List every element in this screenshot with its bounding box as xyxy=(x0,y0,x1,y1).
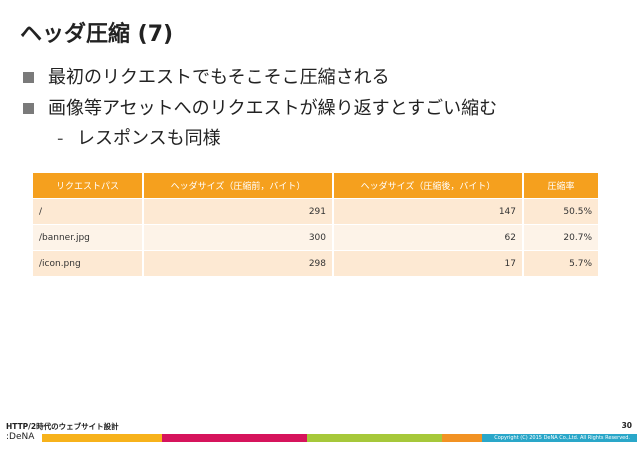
copyright-text: Copyright (C) 2015 DeNA Co.,Ltd. All Rig… xyxy=(494,435,630,441)
square-bullet-icon xyxy=(23,103,34,114)
stripe-segment xyxy=(162,434,307,442)
column-header: ヘッダサイズ（圧縮前，バイト） xyxy=(143,173,334,199)
size-before-cell: 291 xyxy=(143,198,334,225)
column-header: 圧縮率 xyxy=(523,173,598,199)
size-after-cell: 62 xyxy=(333,224,524,251)
sub-bullet-text: レスポンスも同様 xyxy=(77,128,221,149)
size-after-cell: 147 xyxy=(333,198,524,225)
bullet-list: 最初のリクエストでもそこそこ圧縮される 画像等アセットへのリクエストが繰り返すと… xyxy=(20,62,497,154)
request-path-cell: /banner.jpg xyxy=(33,224,144,251)
column-header: ヘッダサイズ（圧縮後，バイト） xyxy=(333,173,524,199)
table-row: / 291 147 50.5% xyxy=(33,198,598,225)
size-before-cell: 300 xyxy=(143,224,334,251)
compression-table: リクエストパス ヘッダサイズ（圧縮前，バイト） ヘッダサイズ（圧縮後，バイト） … xyxy=(33,173,598,276)
size-before-cell: 298 xyxy=(143,250,334,276)
ratio-cell: 5.7% xyxy=(523,250,598,276)
stripe-segment xyxy=(42,434,162,442)
column-header: リクエストパス xyxy=(33,173,144,199)
request-path-cell: / xyxy=(33,198,144,225)
bullet-item-1: 最初のリクエストでもそこそこ圧縮される xyxy=(20,62,497,93)
request-path-cell: /icon.png xyxy=(33,250,144,276)
size-after-cell: 17 xyxy=(333,250,524,276)
footer-title: HTTP/2時代のウェブサイト設計 xyxy=(6,422,119,431)
footer-color-stripe xyxy=(42,434,637,442)
sub-bullet-item: - レスポンスも同様 xyxy=(20,124,497,154)
slide-title: ヘッダ圧縮 (7) xyxy=(20,22,174,47)
table-row: /icon.png 298 17 5.7% xyxy=(33,250,598,276)
bullet-item-2: 画像等アセットへのリクエストが繰り返すとすごい縮む xyxy=(20,93,497,124)
table-row: /banner.jpg 300 62 20.7% xyxy=(33,224,598,251)
stripe-segment xyxy=(307,434,442,442)
ratio-cell: 50.5% xyxy=(523,198,598,225)
stripe-segment xyxy=(442,434,482,442)
stripe-segment xyxy=(482,434,637,442)
bullet-text: 画像等アセットへのリクエストが繰り返すとすごい縮む xyxy=(48,98,498,119)
dena-logo: :DeNA xyxy=(6,432,35,442)
ratio-cell: 20.7% xyxy=(523,224,598,251)
bullet-text: 最初のリクエストでもそこそこ圧縮される xyxy=(48,67,390,88)
square-bullet-icon xyxy=(23,72,34,83)
table-header-row: リクエストパス ヘッダサイズ（圧縮前，バイト） ヘッダサイズ（圧縮後，バイト） … xyxy=(33,173,598,199)
page-number: 30 xyxy=(621,421,632,430)
dash-marker: - xyxy=(57,128,64,149)
